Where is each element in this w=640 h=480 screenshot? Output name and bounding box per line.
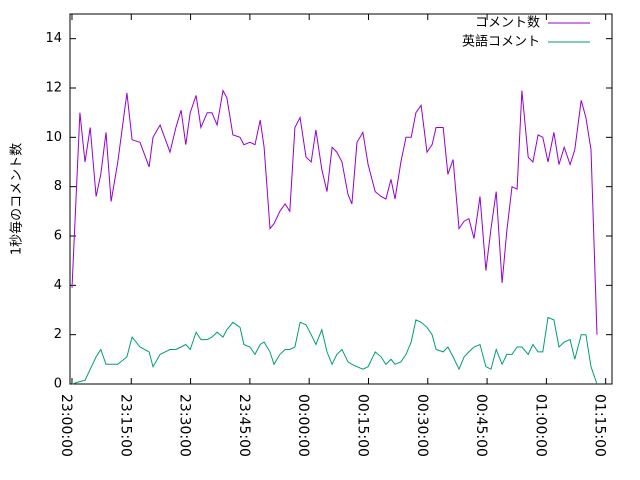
- x-tick-label: 00:30:00: [414, 394, 430, 457]
- plot-frame: [69, 13, 613, 385]
- y-tick-label: 4: [54, 278, 62, 293]
- x-tick-label: 00:45:00: [473, 394, 489, 457]
- x-tick-label: 23:45:00: [236, 394, 252, 457]
- y-tick-label: 10: [45, 130, 62, 145]
- legend-label: コメント数: [475, 16, 540, 31]
- x-tick-label: 01:15:00: [592, 394, 608, 457]
- x-tick-label: 00:15:00: [354, 394, 370, 457]
- x-tick-label: 23:15:00: [117, 394, 133, 457]
- y-axis-label: 1秒毎のコメント数: [9, 143, 25, 255]
- legend-label: 英語コメント: [462, 34, 540, 50]
- x-tick-label: 23:00:00: [58, 394, 74, 457]
- y-tick-label: 6: [54, 229, 62, 244]
- x-tick-label: 00:00:00: [295, 394, 311, 457]
- y-tick-label: 12: [45, 81, 62, 96]
- y-tick-label: 2: [54, 327, 62, 342]
- y-tick-label: 14: [45, 31, 62, 46]
- y-tick-label: 8: [54, 179, 62, 194]
- x-tick-label: 01:00:00: [532, 394, 548, 457]
- y-tick-label: 0: [54, 377, 62, 392]
- series-line: [71, 88, 598, 335]
- series-line: [71, 316, 598, 385]
- x-tick-label: 23:30:00: [177, 394, 193, 457]
